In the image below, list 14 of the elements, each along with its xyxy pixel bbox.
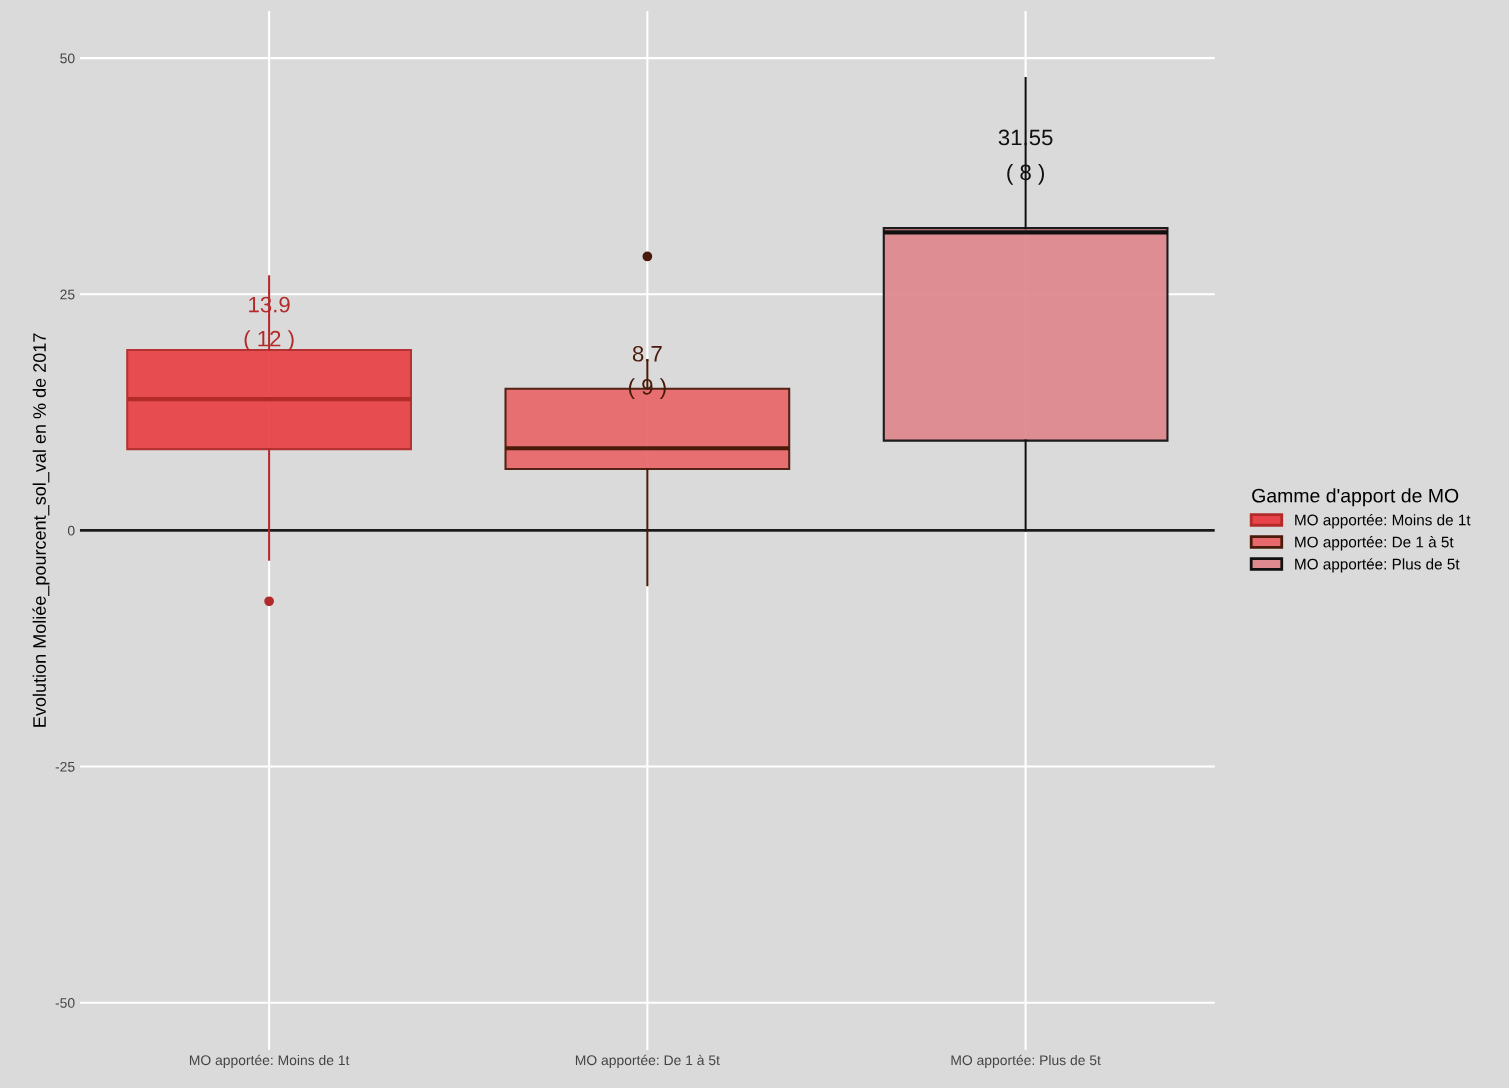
x-tick-label: MO apportée: Plus de 5t bbox=[951, 1054, 1101, 1068]
annotation: 8.7 bbox=[632, 345, 662, 362]
y-tick-label: -50 bbox=[55, 998, 75, 1008]
x-tick-label: MO apportée: Moins de 1t bbox=[189, 1054, 350, 1068]
x-tick-label: MO apportée: De 1 à 5t bbox=[575, 1054, 720, 1068]
legend-title: Gamme d'apport de MO bbox=[1252, 488, 1459, 507]
y-tick-label: 50 bbox=[60, 53, 75, 64]
legend-label: MO apportée: Plus de 5t bbox=[1295, 558, 1460, 573]
legend-label: MO apportée: Moins de 1t bbox=[1295, 514, 1471, 529]
y-tick-label: 25 bbox=[60, 289, 75, 300]
y-tick-label: 0 bbox=[67, 525, 75, 536]
y-tick-label: -25 bbox=[55, 761, 75, 772]
y-axis-title: Evolution Moliée_pourcent_sol_val en % de 2017 bbox=[32, 333, 50, 727]
legend-label: MO apportée: De 1 à 5t bbox=[1295, 536, 1454, 551]
